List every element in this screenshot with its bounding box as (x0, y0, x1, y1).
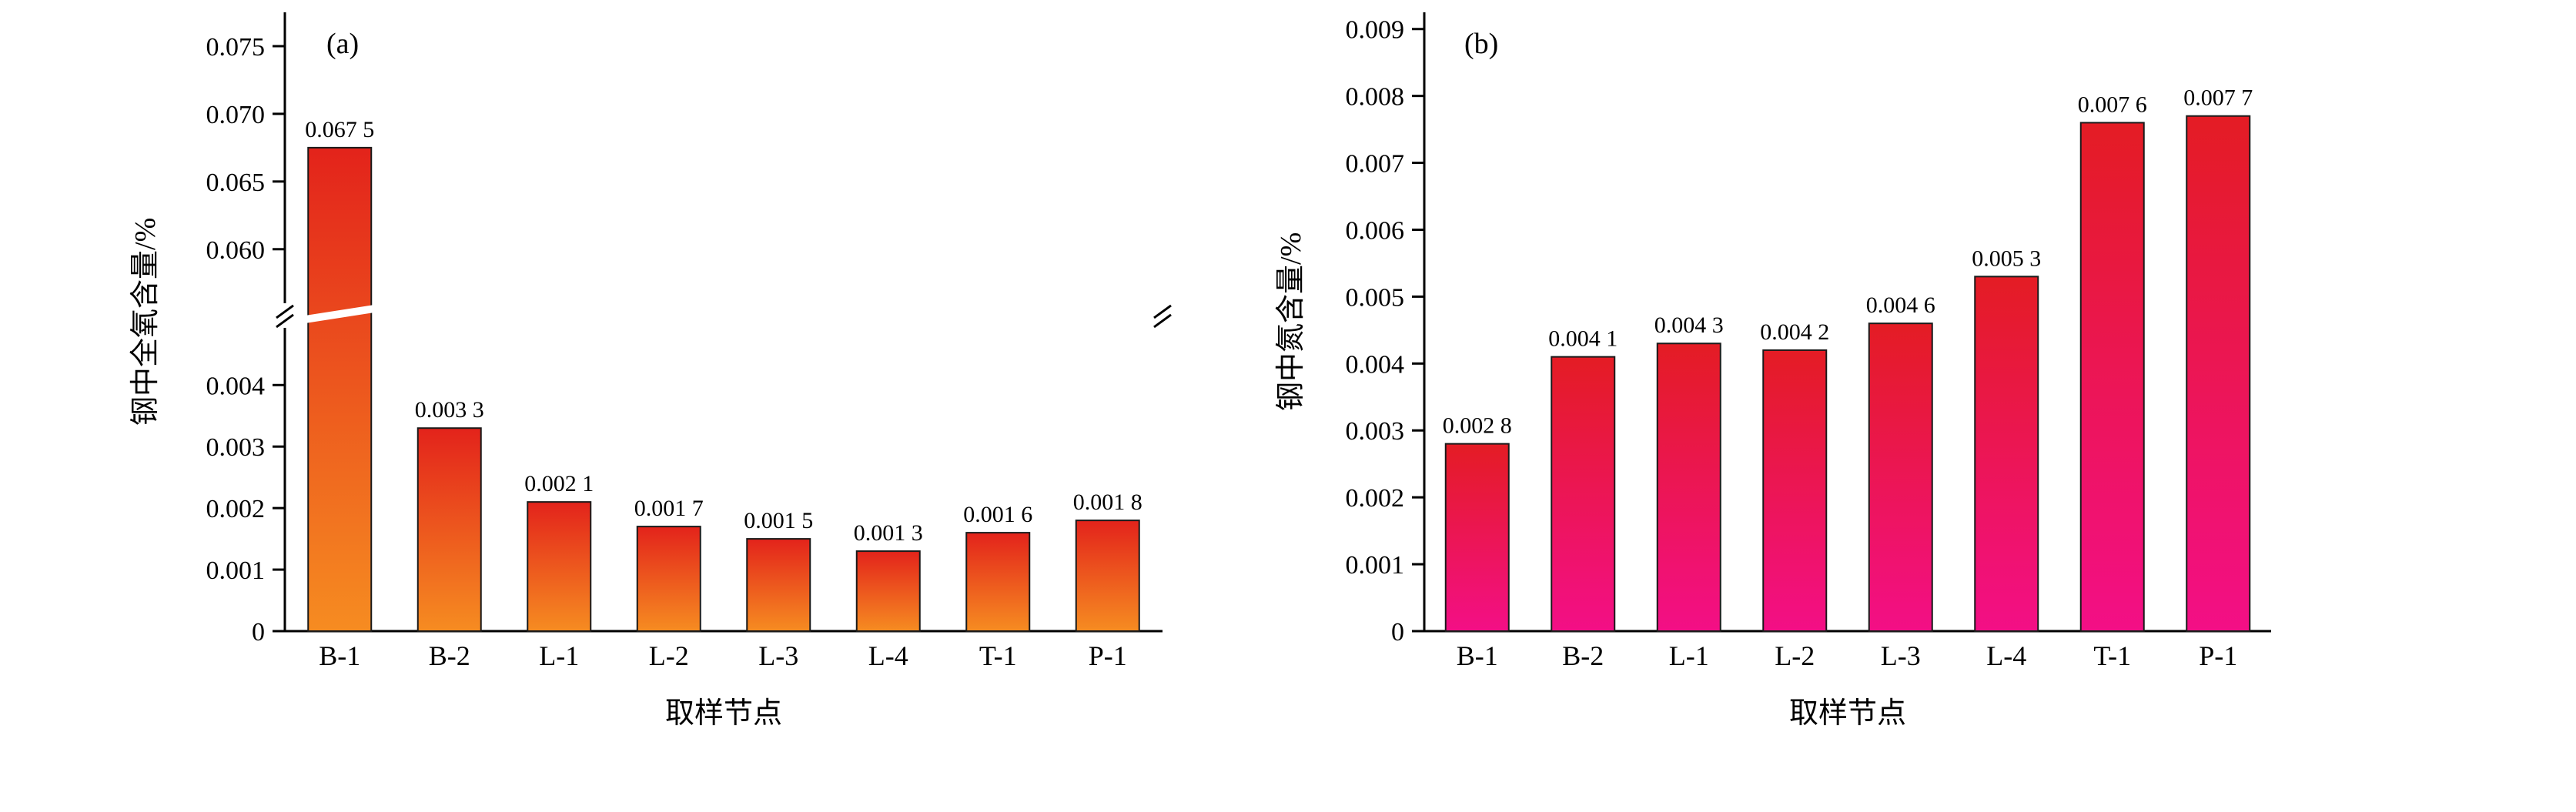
bar-value-label: 0.004 6 (1866, 292, 1935, 318)
axis-break-mark (1153, 304, 1172, 319)
bar-value-label: 0.001 3 (854, 520, 923, 546)
bar (1551, 356, 1616, 632)
y-tick-label: 0 (1391, 618, 1404, 647)
y-tick-label: 0.006 (1346, 216, 1405, 245)
bar (1762, 349, 1828, 632)
x-tick-label: P-1 (2199, 640, 2237, 671)
y-tick-label: 0.009 (1346, 16, 1405, 45)
y-tick-label: 0.008 (1346, 83, 1405, 112)
x-tick-label: L-2 (649, 640, 689, 671)
bar-value-label: 0.002 8 (1443, 413, 1512, 439)
chart-a-y-axis-title: 钢中全氧含量/% (129, 217, 162, 426)
bar (1656, 343, 1721, 632)
y-tick-label: 0.005 (1346, 283, 1405, 312)
y-tick-label: 0.007 (1346, 150, 1405, 179)
y-tick-label: 0 (252, 618, 265, 647)
bar-value-label: 0.067 5 (305, 117, 374, 142)
x-tick-label: B-2 (1562, 640, 1604, 671)
x-tick-label: L-4 (868, 640, 908, 671)
bar-value-label: 0.001 6 (963, 502, 1032, 527)
x-tick-label: L-2 (1775, 640, 1815, 671)
bar-value-label: 0.001 8 (1073, 490, 1142, 515)
y-tick-label: 0.075 (206, 33, 266, 62)
y-tick-label: 0.001 (1346, 551, 1405, 580)
bar-value-label: 0.007 7 (2183, 85, 2253, 111)
bar-value-label: 0.003 3 (415, 397, 484, 423)
bar-value-label: 0.004 2 (1760, 319, 1829, 345)
y-tick-label: 0.002 (1346, 484, 1405, 513)
x-tick-label: B-1 (319, 640, 360, 671)
chart-b-x-axis-title: 取样节点 (1788, 697, 1906, 730)
bar (2079, 122, 2145, 633)
y-tick-label: 0.002 (206, 495, 266, 523)
bar-value-label: 0.002 1 (524, 471, 594, 496)
y-tick-label: 0.003 (206, 433, 266, 462)
bar (1974, 276, 2039, 632)
y-tick-label: 0.001 (206, 556, 266, 585)
y-tick-label: 0.065 (206, 169, 266, 197)
y-tick-label: 0.004 (206, 372, 266, 400)
y-tick-label: 0.003 (1346, 417, 1405, 446)
bar (307, 146, 373, 632)
bar (417, 427, 482, 632)
bar-value-label: 0.001 7 (634, 496, 704, 521)
bar (636, 526, 701, 633)
x-tick-label: P-1 (1089, 640, 1127, 671)
bar (746, 538, 811, 633)
bar-value-label: 0.004 1 (1548, 326, 1618, 352)
bar-value-label: 0.004 3 (1654, 312, 1724, 338)
bar (1868, 322, 1933, 632)
panel-b-label: (b) (1464, 28, 1499, 60)
axis-break-mark (1153, 313, 1172, 329)
bar (1075, 520, 1140, 633)
y-tick-label: 0.004 (1346, 350, 1405, 379)
x-tick-label: B-2 (429, 640, 470, 671)
axis-break-gap (282, 302, 288, 328)
chart-b-y-axis-title: 钢中氮含量/% (1275, 232, 1308, 411)
bar-value-label: 0.001 5 (744, 508, 813, 533)
panel-a-label: (a) (326, 28, 360, 60)
bar-break-band (305, 304, 375, 323)
axis-break-mark (276, 304, 294, 319)
x-tick-label: B-1 (1457, 640, 1498, 671)
x-tick-label: T-1 (2093, 640, 2131, 671)
y-tick-label: 0.070 (206, 101, 266, 129)
x-tick-label: T-1 (979, 640, 1017, 671)
bar (965, 532, 1031, 633)
x-tick-label: L-4 (1986, 640, 2026, 671)
bar-value-label: 0.005 3 (1972, 246, 2041, 271)
bar (1444, 443, 1510, 632)
x-tick-label: L-1 (1669, 640, 1709, 671)
x-tick-label: L-3 (1881, 640, 1921, 671)
chart-a-x-axis-title: 取样节点 (664, 697, 782, 730)
axis-break-mark (276, 313, 294, 329)
bar (855, 550, 921, 633)
y-tick-label: 0.060 (206, 236, 266, 265)
bar (527, 501, 592, 632)
chart-b-canvas: 0 0.001 0.002 0.003 0.004 0.005 0.006 0.007 0.00… (1346, 12, 2271, 671)
bar-value-label: 0.007 6 (2078, 92, 2147, 117)
chart-a-canvas: 0 0.001 0.002 0.003 0.004 0.060 0.065 0.070 0.07… (206, 12, 1172, 671)
x-tick-label: L-3 (758, 640, 798, 671)
x-tick-label: L-1 (539, 640, 579, 671)
bar (2186, 115, 2251, 633)
